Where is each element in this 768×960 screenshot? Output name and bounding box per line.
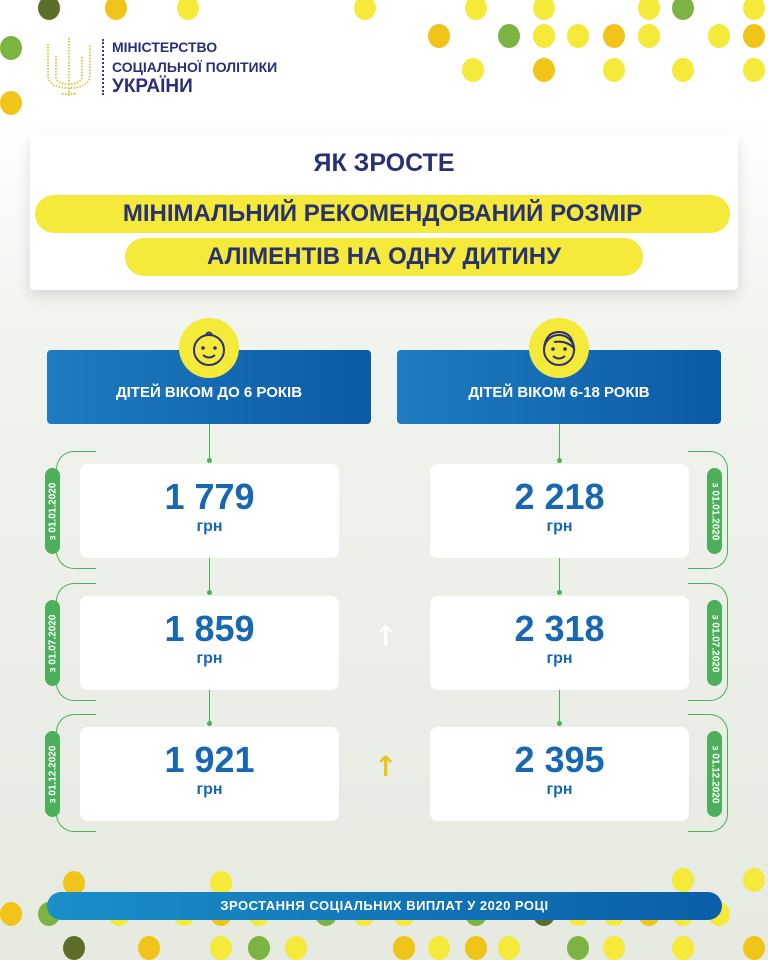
amount-value: 1 779: [164, 476, 255, 517]
amount-value: 2 318: [514, 608, 605, 649]
amount-unit: грн: [546, 781, 573, 798]
decorative-dot: [37, 0, 60, 20]
connector-dot: [207, 590, 212, 595]
title-line2: МІНІМАЛЬНИЙ РЕКОМЕНДОВАНИЙ РОЗМІР: [35, 195, 730, 233]
decorative-dot: [742, 58, 765, 82]
decorative-dot: [465, 0, 487, 20]
connector-line: [209, 558, 210, 593]
decorative-dot: [603, 58, 625, 82]
decorative-dot: [742, 868, 765, 892]
connector-dot: [557, 590, 562, 595]
amount-card: 2 218 грн: [430, 464, 689, 558]
amount-unit: грн: [546, 518, 573, 535]
date-pill: з 01.01.2020: [707, 468, 722, 554]
amount-value: 1 859: [164, 608, 255, 649]
decorative-dot: [63, 936, 85, 960]
logo-line3: УКРАЇНИ: [112, 76, 193, 97]
arrow-up-icon: ↑: [374, 750, 398, 783]
decorative-dot: [393, 936, 415, 960]
decorative-dot: [498, 936, 520, 960]
date-bracket: [688, 583, 728, 701]
amount-card: 1 779 грн: [80, 464, 339, 558]
decorative-dot: [672, 0, 694, 20]
decorative-dot: [354, 0, 376, 20]
connector-dot: [557, 721, 562, 726]
decorative-dot: [427, 24, 450, 48]
date-pill: з 01.07.2020: [45, 600, 60, 686]
decorative-dot: [210, 871, 232, 895]
decorative-dot: [210, 936, 232, 960]
connector-line: [209, 690, 210, 724]
date-bracket: [688, 451, 728, 569]
decorative-dot: [247, 936, 270, 960]
bottom-banner: ЗРОСТАННЯ СОЦІАЛЬНИХ ВИПЛАТ У 2020 РОЦІ: [47, 892, 722, 920]
date-pill: з 01.12.2020: [707, 731, 722, 817]
amount-card: 1 921 грн: [80, 727, 339, 821]
decorative-dot: [708, 24, 730, 48]
date-pill: з 01.07.2020: [707, 600, 722, 686]
logo-line2: СОЦІАЛЬНОЇ ПОЛІТИКИ: [112, 59, 278, 75]
decorative-dot: [285, 936, 307, 960]
date-pill: з 01.12.2020: [45, 731, 60, 817]
amount-value: 2 218: [514, 476, 605, 517]
arrow-up-icon: ↑: [374, 620, 398, 653]
decorative-dot: [532, 0, 555, 20]
decorative-dot: [742, 936, 765, 960]
connector-dot: [207, 458, 212, 463]
baby-face-icon: [179, 318, 239, 378]
title-line1: ЯК ЗРОСТЕ: [313, 149, 455, 177]
decorative-dot: [532, 58, 555, 82]
decorative-dot: [63, 871, 85, 895]
decorative-dot: [637, 0, 660, 20]
decorative-dot: [0, 36, 22, 60]
title-card: ЯК ЗРОСТЕ МІНІМАЛЬНИЙ РЕКОМЕНДОВАНИЙ РОЗ…: [30, 135, 738, 290]
decorative-dot: [742, 24, 765, 48]
decorative-dot: [177, 0, 199, 20]
connector-line: [559, 690, 560, 724]
decorative-dot: [138, 936, 160, 960]
amount-card: 2 318 грн: [430, 596, 689, 690]
ministry-logo: МІНІСТЕРСТВО СОЦІАЛЬНОЇ ПОЛІТИКИ УКРАЇНИ: [44, 36, 277, 98]
decorative-dot: [672, 936, 694, 960]
logo-line1: МІНІСТЕРСТВО: [112, 39, 218, 55]
title-line3: АЛІМЕНТІВ НА ОДНУ ДИТИНУ: [125, 238, 643, 276]
decorative-dot: [0, 91, 22, 115]
connector-line: [209, 424, 210, 461]
amount-value: 1 921: [164, 739, 255, 780]
decorative-dot: [672, 58, 694, 82]
connector-dot: [557, 458, 562, 463]
amount-unit: грн: [196, 518, 223, 535]
decorative-dot: [603, 936, 625, 960]
decorative-dot: [498, 24, 520, 48]
decorative-dot: [105, 0, 127, 20]
amount-card: 1 859 грн: [80, 596, 339, 690]
amount-card: 2 395 грн: [430, 727, 689, 821]
decorative-dot: [567, 24, 589, 48]
decorative-dot: [603, 24, 625, 48]
connector-line: [559, 424, 560, 461]
decorative-dot: [465, 936, 487, 960]
amount-value: 2 395: [514, 739, 605, 780]
amount-unit: грн: [196, 781, 223, 798]
decorative-dot: [742, 0, 765, 20]
decorative-dot: [0, 902, 22, 926]
decorative-dot: [427, 936, 450, 960]
decorative-dot: [462, 58, 484, 82]
date-bracket: [688, 714, 728, 832]
decorative-dot: [637, 24, 660, 48]
trident-icon: [47, 38, 91, 96]
decorative-dot: [532, 24, 555, 48]
child-face-icon: [529, 318, 589, 378]
amount-unit: грн: [196, 650, 223, 667]
amount-unit: грн: [546, 650, 573, 667]
column-header-6-18: ДІТЕЙ ВІКОМ 6-18 РОКІВ: [397, 350, 721, 424]
decorative-dot: [672, 868, 694, 892]
connector-dot: [207, 721, 212, 726]
connector-line: [559, 558, 560, 593]
decorative-dot: [567, 936, 589, 960]
date-pill: з 01.01.2020: [45, 468, 60, 554]
